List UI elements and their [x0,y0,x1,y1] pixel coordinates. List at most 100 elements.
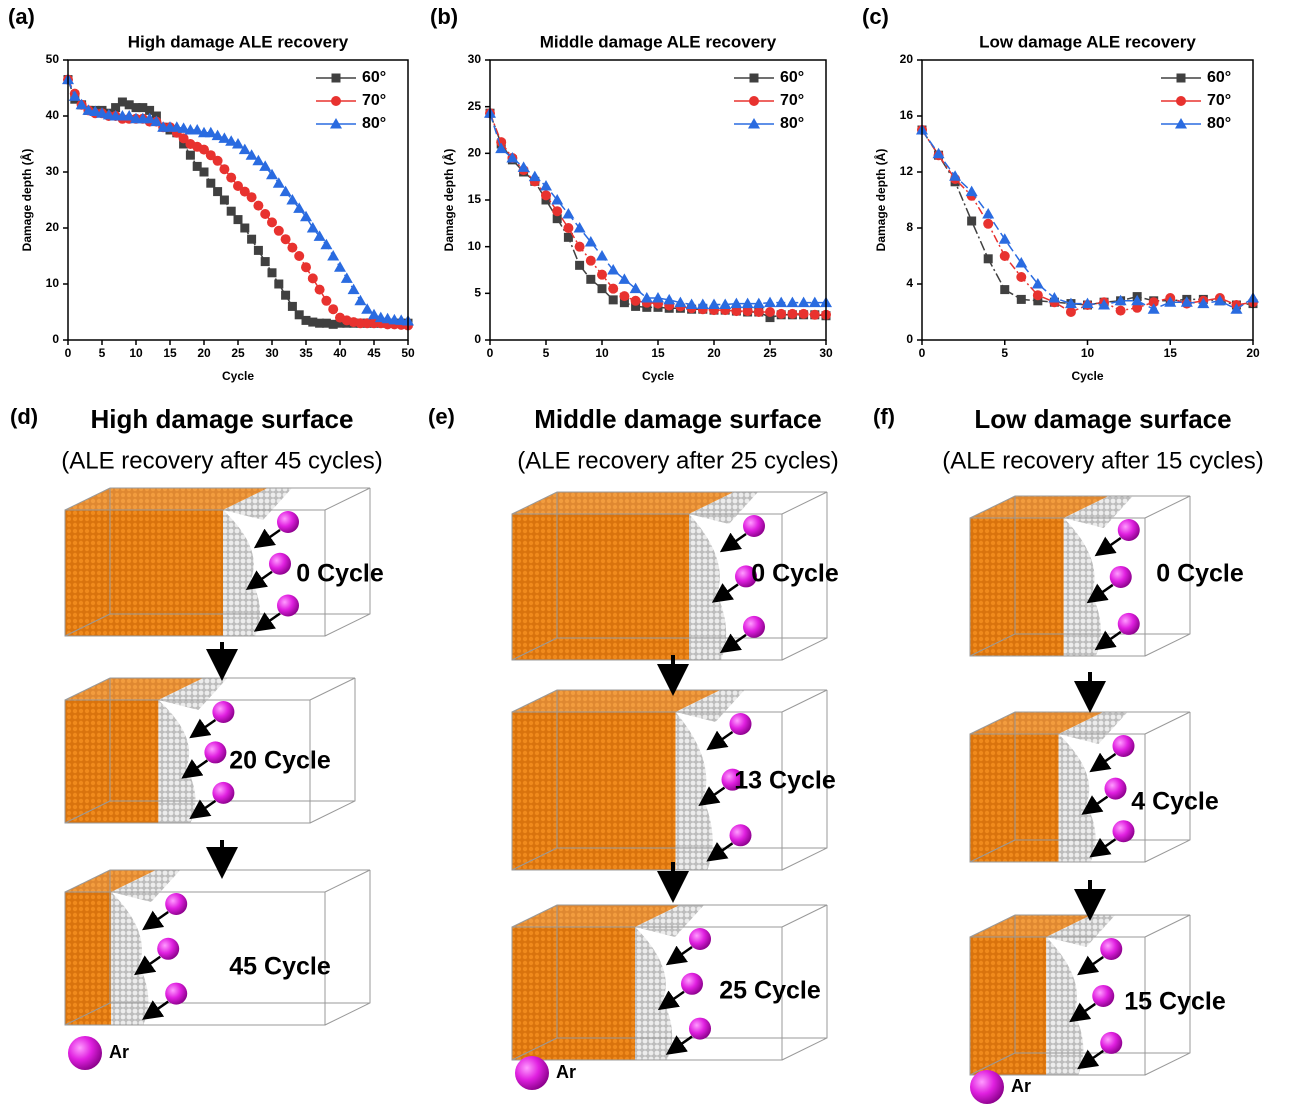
marker [96,107,108,118]
marker [252,154,265,166]
y-axis-label: Damage depth (Å) [441,149,456,252]
marker [932,147,945,159]
marker [287,242,298,253]
simulation-box [511,491,828,661]
stage-label: 0 Cycle [296,560,384,588]
x-tick-label: 10 [129,346,143,360]
marker [495,142,508,154]
substrate [970,712,1104,734]
x-tick-label: 45 [367,346,381,360]
y-axis-label: Damage depth (Å) [873,149,888,252]
marker [748,118,760,129]
marker [308,317,318,327]
ar-ion [1117,519,1140,541]
marker [143,112,156,124]
marker [999,251,1010,261]
legend-label: 60° [362,69,386,86]
ion-arrow [1086,583,1114,604]
marker [563,232,573,242]
x-tick-label: 5 [543,346,550,360]
marker [279,185,292,197]
marker [597,284,607,294]
x-tick-label: 10 [1081,346,1095,360]
marker [354,294,367,306]
marker [1032,290,1043,301]
marker [663,293,676,305]
x-tick-label: 5 [99,346,106,360]
legend-label: 80° [362,115,386,132]
chart-title: Low damage ALE recovery [979,32,1196,51]
y-tick-label: 8 [906,220,913,234]
marker [301,262,311,273]
marker [192,161,202,171]
marker [607,264,620,275]
ar-ion [1112,820,1135,843]
marker [331,73,341,83]
marker [205,150,216,161]
marker [798,308,809,319]
marker [253,200,264,211]
legend-ion [970,1070,1004,1104]
y-tick-label: 25 [468,99,482,113]
x-tick-label: 15 [163,346,177,360]
marker [1148,297,1159,308]
marker [334,261,346,272]
substrate [970,915,1092,937]
marker [294,251,305,261]
marker [749,73,759,83]
ion-arrow [1094,536,1122,557]
marker [965,185,978,197]
box-front [969,517,1146,657]
box-edges [511,689,828,871]
ar-ion [212,781,235,804]
ion-arrow [719,532,747,553]
x-axis-label: Cycle [1071,369,1103,383]
marker [506,152,519,163]
ar-ion [165,982,188,1005]
marker [211,129,224,141]
marker [765,313,775,323]
ar-ion [204,741,227,764]
marker [199,144,209,155]
marker [1016,294,1026,304]
marker [321,318,331,328]
marker [540,180,552,191]
marker [131,103,141,113]
stage-label: 13 Cycle [734,767,836,795]
ion-arrow [142,910,169,931]
marker [1114,294,1127,306]
substrate [512,712,676,870]
marker [117,97,127,107]
marker [1180,296,1193,307]
series-line [489,112,826,306]
marker [597,269,607,280]
marker [674,296,687,308]
marker [247,234,257,244]
simulation-box [969,914,1191,1076]
marker [552,206,563,217]
y-axis-label: Damage depth (Å) [19,149,34,252]
marker [608,283,619,294]
x-tick-label: 15 [651,346,665,360]
marker [1213,294,1226,306]
legend-label: Ar [556,1062,576,1082]
marker [742,306,753,317]
chart-title: Middle damage ALE recovery [540,32,777,51]
ar-ion [212,701,235,723]
damaged-layer [635,905,704,1060]
y-tick-label: 5 [474,286,481,300]
panel-subtitle: (ALE recovery after 45 cycles) [61,447,382,474]
marker [315,318,325,328]
marker [586,274,596,284]
marker [1230,303,1243,314]
marker [75,98,88,110]
marker [226,206,236,216]
damaged-layer [223,488,292,636]
x-tick-label: 35 [299,346,313,360]
ar-ion [1092,984,1115,1007]
panel-title: High damage surface [91,404,354,434]
x-tick-label: 25 [763,346,777,360]
box-front [511,513,783,661]
y-tick-label: 0 [906,332,913,346]
ar-ion [1100,938,1123,960]
